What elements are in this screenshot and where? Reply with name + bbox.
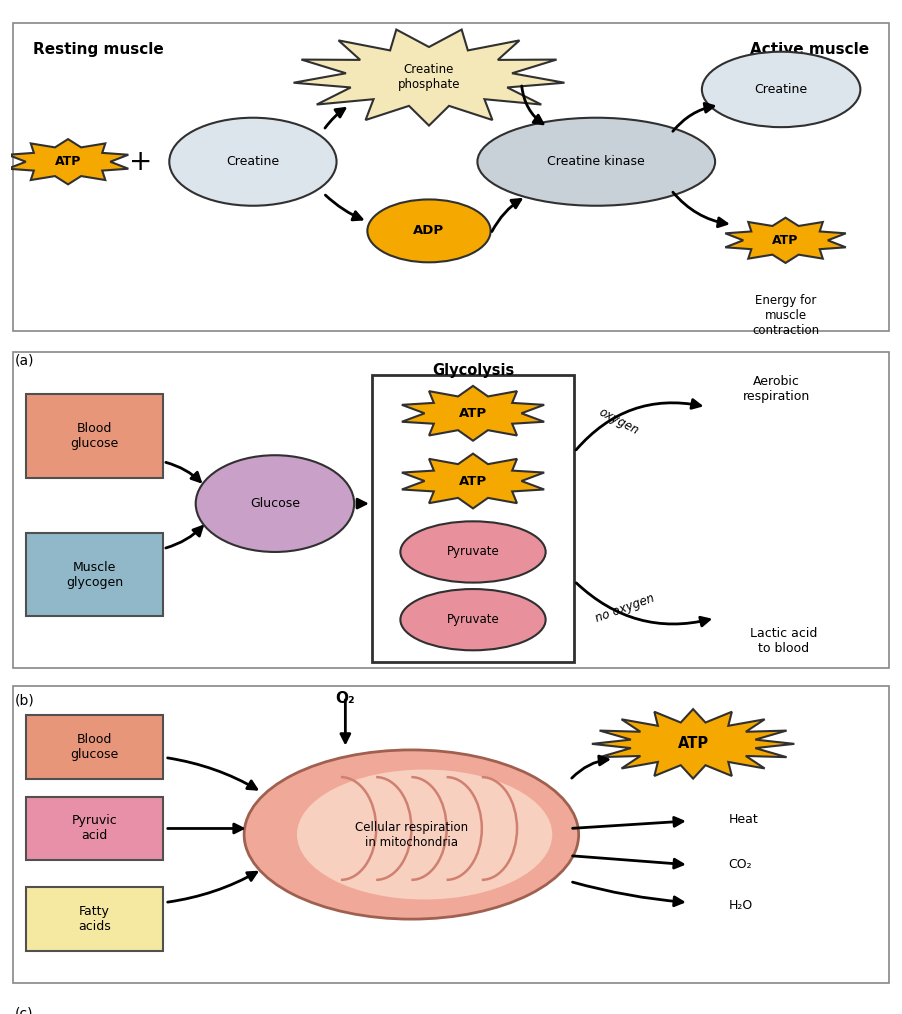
Text: Pyruvic
acid: Pyruvic acid [71,814,117,843]
Text: Fatty
acids: Fatty acids [78,906,111,933]
FancyBboxPatch shape [26,532,162,617]
Text: ATP: ATP [772,234,799,246]
Ellipse shape [196,455,354,552]
Text: Creatine: Creatine [226,155,280,168]
Text: Active muscle: Active muscle [750,43,870,57]
Polygon shape [402,453,544,508]
Text: Blood
glucose: Blood glucose [70,422,118,450]
Polygon shape [592,709,795,779]
Text: Pyruvate: Pyruvate [446,546,500,559]
Text: Aerobic
respiration: Aerobic respiration [743,375,810,404]
Text: Creatine
phosphate: Creatine phosphate [398,63,460,91]
Polygon shape [402,386,544,441]
FancyBboxPatch shape [372,374,575,661]
FancyBboxPatch shape [26,887,162,951]
Ellipse shape [702,52,861,127]
Text: Blood
glucose: Blood glucose [70,733,118,760]
Ellipse shape [367,200,491,263]
Text: Heat: Heat [728,813,758,826]
Polygon shape [725,218,846,263]
Text: CO₂: CO₂ [728,858,752,871]
Text: O₂: O₂ [336,691,355,706]
Text: Resting muscle: Resting muscle [32,43,163,57]
Text: no oxygen: no oxygen [594,592,657,625]
Polygon shape [293,29,565,126]
Text: (c): (c) [15,1007,33,1014]
FancyBboxPatch shape [26,715,162,779]
Text: Creatine: Creatine [755,83,807,96]
Text: ATP: ATP [55,155,81,168]
Text: oxygen: oxygen [596,406,640,437]
FancyBboxPatch shape [26,394,162,478]
Text: Glycolysis: Glycolysis [432,363,514,378]
Text: Energy for
muscle
contraction: Energy for muscle contraction [752,294,819,337]
Text: (b): (b) [15,694,35,708]
Ellipse shape [477,118,715,206]
Text: (a): (a) [15,354,34,367]
Text: H₂O: H₂O [728,899,752,912]
Text: ATP: ATP [459,475,487,488]
Ellipse shape [297,770,552,899]
Ellipse shape [170,118,336,206]
Text: +: + [129,148,152,175]
Text: Cellular respiration
in mitochondria: Cellular respiration in mitochondria [354,820,468,849]
Text: ATP: ATP [459,407,487,420]
Text: ATP: ATP [677,736,709,751]
Text: Pyruvate: Pyruvate [446,613,500,627]
Text: Creatine kinase: Creatine kinase [548,155,645,168]
Text: ADP: ADP [413,224,445,237]
FancyBboxPatch shape [26,797,162,860]
Text: Glucose: Glucose [250,497,300,510]
Polygon shape [8,139,128,185]
Ellipse shape [400,589,546,650]
Ellipse shape [244,750,579,919]
Ellipse shape [400,521,546,583]
Text: Lactic acid
to blood: Lactic acid to blood [750,627,817,655]
Text: Muscle
glycogen: Muscle glycogen [66,561,123,588]
